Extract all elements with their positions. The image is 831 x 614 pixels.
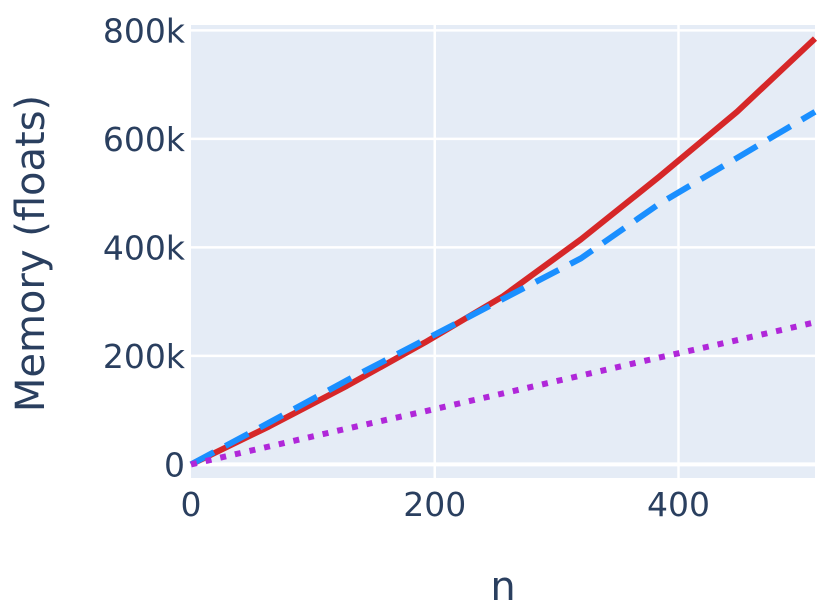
series-line-2 <box>189 109 817 468</box>
y-tick-label: 400k <box>103 228 186 267</box>
y-tick-label: 800k <box>103 11 186 50</box>
x-axis-title: n <box>490 564 515 610</box>
series-line-3 <box>190 319 816 468</box>
grid-lines <box>191 25 815 478</box>
x-tick-label: 0 <box>181 485 202 524</box>
series-lines <box>189 36 818 468</box>
x-axis-ticks: 0 200 400 <box>181 485 711 524</box>
plot-area <box>191 25 815 478</box>
y-tick-label: 0 <box>164 445 185 484</box>
y-tick-label: 600k <box>103 120 186 159</box>
x-tick-label: 400 <box>647 485 710 524</box>
y-tick-label: 200k <box>103 337 186 376</box>
y-axis-title: Memory (floats) <box>8 95 54 412</box>
y-axis-ticks: 0 200k 400k 600k 800k <box>103 11 186 484</box>
x-tick-label: 200 <box>403 485 466 524</box>
